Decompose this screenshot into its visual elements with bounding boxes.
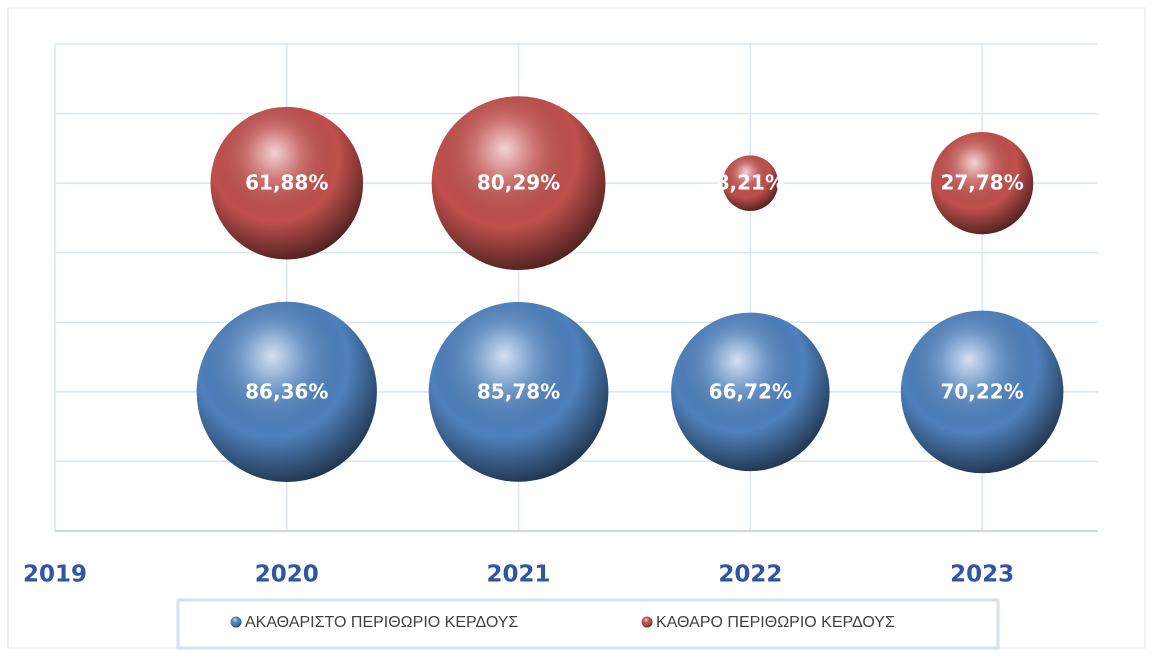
x-tick-label: 2023	[950, 562, 1014, 588]
data-label: 80,29%	[477, 171, 560, 195]
data-label: 61,88%	[245, 171, 328, 195]
legend-marker-shade	[641, 616, 653, 628]
data-label: 86,36%	[245, 379, 328, 403]
legend-marker-shade	[230, 616, 242, 628]
x-tick-label: 2021	[487, 562, 551, 588]
x-tick-label: 2020	[255, 562, 319, 588]
legend-label: ΚΑΘΑΡΟ ΠΕΡΙΘΩΡΙΟ ΚΕΡΔΟΥΣ	[656, 614, 895, 631]
data-label: 85,78%	[477, 379, 560, 403]
legend-box	[176, 598, 1000, 650]
data-label: 66,72%	[709, 379, 792, 403]
data-label: 27,78%	[940, 171, 1023, 195]
legend-label: ΑΚΑΘΑΡΙΣΤΟ ΠΕΡΙΘΩΡΙΟ ΚΕΡΔΟΥΣ	[245, 614, 518, 631]
x-tick-label: 2022	[718, 562, 782, 588]
data-label: 8,21%	[716, 171, 785, 195]
x-tick-label: 2019	[23, 562, 87, 588]
data-label: 70,22%	[940, 379, 1023, 403]
